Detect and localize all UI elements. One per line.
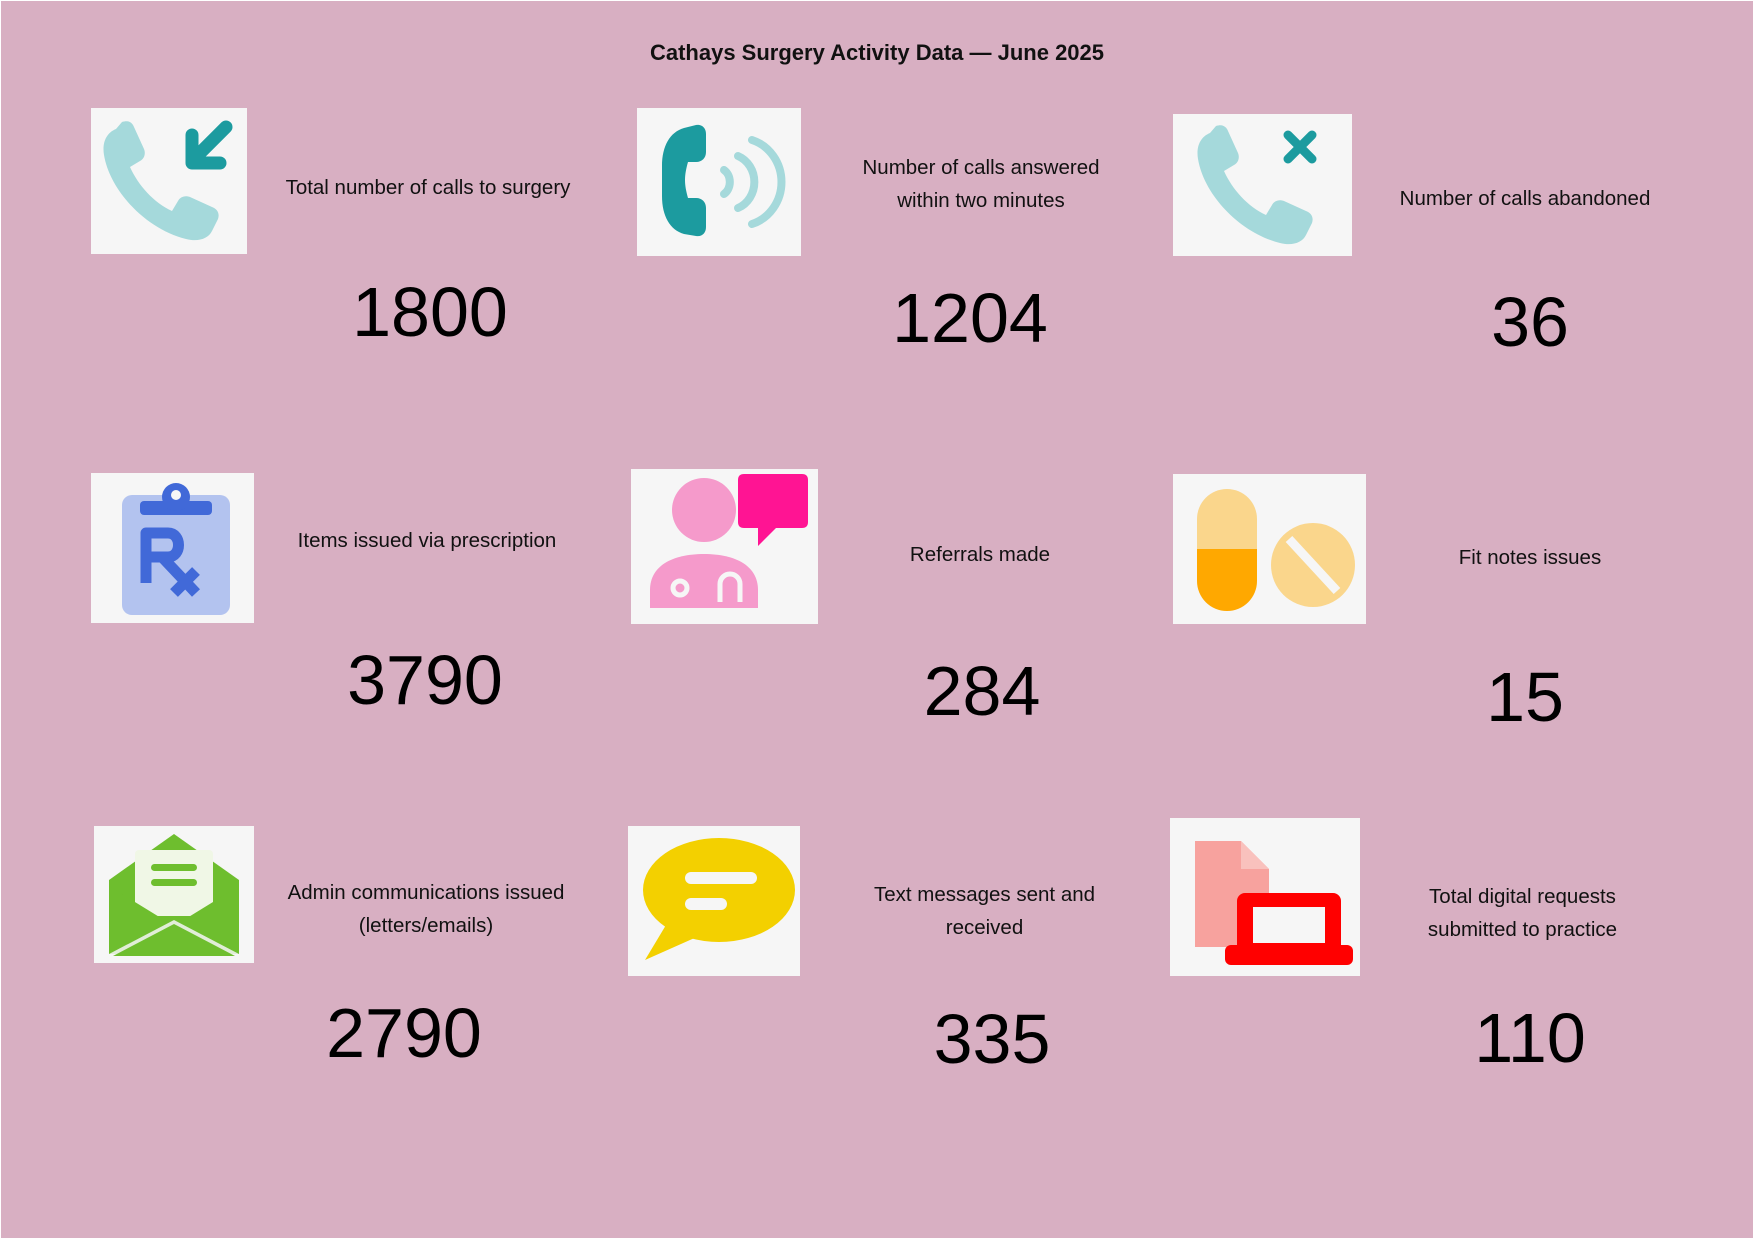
metric-value-total-calls: 1800 <box>352 273 508 351</box>
metric-value-abandoned-calls: 36 <box>1491 283 1569 361</box>
metric-value-text-messages: 335 <box>933 1000 1051 1078</box>
metric-label-referrals: Referrals made <box>909 543 1051 566</box>
metric-value-answered-calls: 1204 <box>892 279 1048 357</box>
metric-label-admin-communications: Admin communications issued (letters/ema… <box>287 881 565 937</box>
metric-label-text-messages: Text messages sent and received <box>873 883 1096 939</box>
pills-icon <box>1173 474 1366 624</box>
speech-bubble-icon <box>628 826 800 976</box>
metric-label-abandoned-calls: Number of calls abandoned <box>1399 187 1651 210</box>
metric-value-prescription-items: 3790 <box>347 641 503 719</box>
metric-label-digital-requests: Total digital requests submitted to prac… <box>1427 885 1618 941</box>
metric-value-admin-communications: 2790 <box>326 994 482 1072</box>
incoming-call-icon <box>91 108 247 254</box>
metric-value-referrals: 284 <box>923 652 1041 730</box>
metric-label-prescription-items: Items issued via prescription <box>297 529 557 552</box>
doctor-chat-icon <box>631 469 818 624</box>
metric-value-digital-requests: 110 <box>1474 999 1586 1077</box>
metric-label-fit-notes: Fit notes issues <box>1458 546 1602 569</box>
laptop-document-icon <box>1170 818 1360 976</box>
prescription-clipboard-icon <box>91 473 254 623</box>
open-envelope-icon <box>94 826 254 963</box>
metric-label-total-calls: Total number of calls to surgery <box>285 176 571 199</box>
phone-ringing-icon <box>637 108 801 256</box>
missed-call-icon <box>1173 114 1352 256</box>
metric-label-answered-calls: Number of calls answered within two minu… <box>862 156 1100 212</box>
metric-value-fit-notes: 15 <box>1486 658 1564 736</box>
page-title: Cathays Surgery Activity Data — June 202… <box>649 40 1105 65</box>
